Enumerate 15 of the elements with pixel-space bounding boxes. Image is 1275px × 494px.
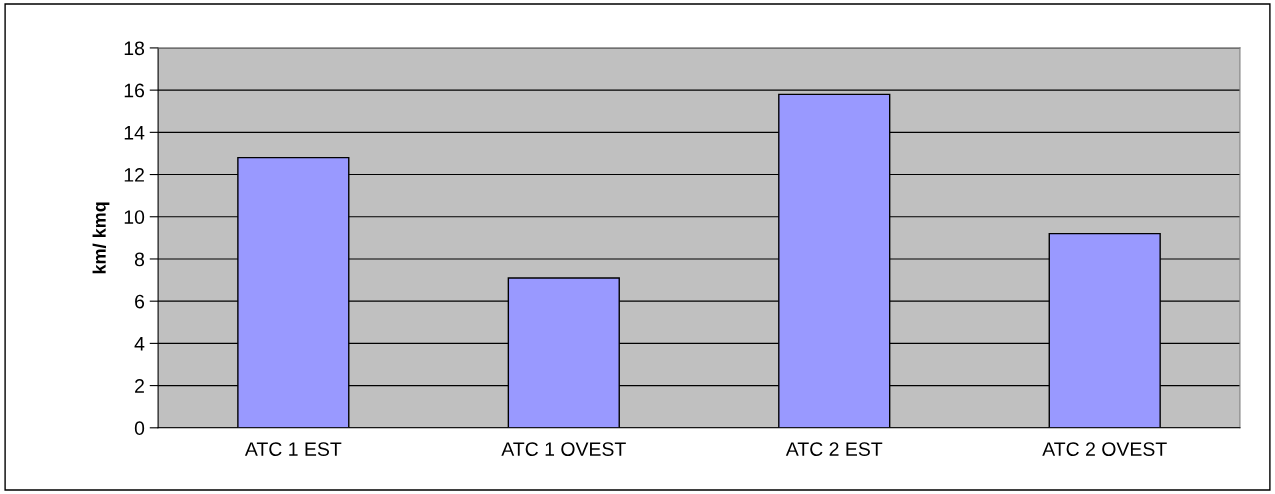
- y-tick-label: 2: [135, 379, 144, 393]
- y-tick-label: 12: [124, 168, 144, 182]
- y-tick-label: 8: [134, 252, 145, 267]
- x-tick-label: ATC 1 EST: [244, 442, 342, 456]
- x-tick-label: ATC 1 OVEST: [501, 442, 626, 456]
- y-tick-label: 14: [124, 126, 145, 140]
- y-tick-label: 18: [124, 41, 145, 56]
- y-axis-title: km/ kmq: [92, 202, 110, 274]
- x-tick-label: ATC 2 EST: [785, 442, 883, 456]
- y-tick-label: 10: [124, 210, 145, 224]
- y-tick-label: 4: [134, 337, 145, 351]
- y-tick-label: 0: [134, 421, 145, 436]
- x-tick-label: ATC 2 OVEST: [1042, 442, 1167, 456]
- y-tick-label: 16: [124, 83, 145, 98]
- y-tick-label: 6: [135, 294, 145, 309]
